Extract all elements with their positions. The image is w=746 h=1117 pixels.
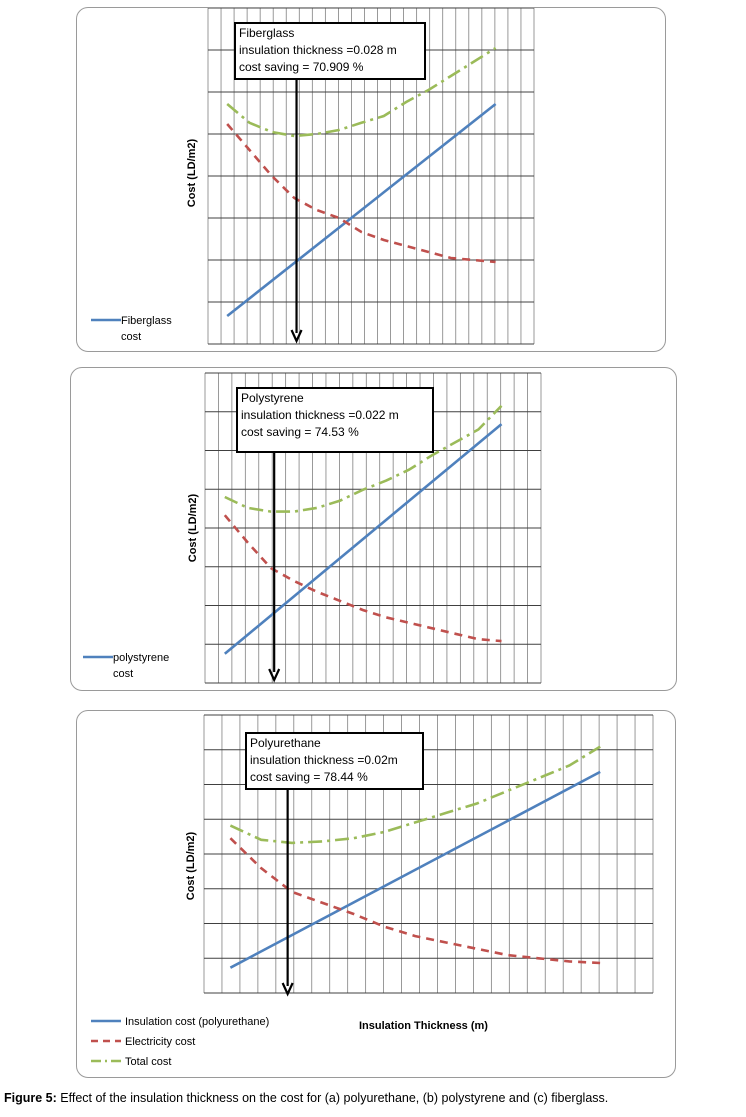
y-axis-label: Cost (LD/m2) (185, 831, 197, 900)
caption-label: Figure 5: (4, 1091, 57, 1105)
annotation-line: cost saving = 74.53 % (241, 425, 359, 439)
annotation-line: insulation thickness =0.028 m (239, 43, 397, 57)
legend-entry: Fiberglass cost (121, 315, 172, 343)
series-line-dashdot (224, 404, 503, 513)
annotation-line: insulation thickness =0.02m (250, 753, 398, 767)
chart-fiberglass: Fiberglass insulation thickness =0.028 m c… (91, 8, 535, 345)
y-axis-label: Cost (LD/m2) (186, 138, 198, 207)
annotation-box (236, 387, 434, 453)
series-line-dashed (226, 123, 496, 264)
optimum-arrow-head (290, 329, 303, 344)
optimum-arrow-head (281, 982, 294, 997)
caption-text: Effect of the insulation thickness on th… (56, 1091, 609, 1105)
series-line-dashed (223, 514, 502, 643)
annotation-box (234, 22, 426, 80)
chart-polystyrene: Polystyrene insulation thickness =0.022 m… (83, 372, 542, 684)
legend-entry: Total cost (125, 1056, 171, 1068)
legend-entry: Electricity cost (125, 1036, 195, 1048)
x-axis-label: Insulation Thickness (m) (359, 1020, 488, 1032)
chart-panel-polyurethane: Polyurethane insulation thickness =0.02m c… (76, 710, 676, 1078)
chart-panel-fiberglass: Fiberglass insulation thickness =0.028 m c… (76, 7, 666, 352)
annotation-line: insulation thickness =0.022 m (241, 408, 399, 422)
series-line-solid (223, 423, 503, 655)
annotation-line: Polystyrene (241, 391, 304, 405)
optimum-arrow-head (268, 668, 281, 683)
figure-caption: Figure 5: Effect of the insulation thick… (4, 1091, 744, 1105)
annotation-line: Fiberglass (239, 26, 294, 40)
series-line-dashdot (226, 46, 497, 138)
chart-polyurethane: Polyurethane insulation thickness =0.02m c… (91, 714, 654, 1068)
legend-entry: Insulation cost (polyurethane) (125, 1016, 269, 1028)
annotation-line: cost saving = 70.909 % (239, 60, 364, 74)
series-line-dashdot (229, 745, 601, 845)
series-line-dashed (229, 837, 601, 965)
series-line-solid (229, 770, 601, 969)
chart-panel-polystyrene: Polystyrene insulation thickness =0.022 m… (70, 367, 677, 691)
annotation-line: Polyurethane (250, 736, 321, 750)
y-axis-label: Cost (LD/m2) (187, 493, 199, 562)
legend-entry: polystyrene cost (113, 652, 169, 680)
annotation-line: cost saving = 78.44 % (250, 770, 368, 784)
series-line-solid (226, 102, 497, 318)
annotation-box (245, 732, 424, 790)
grid (203, 714, 654, 994)
